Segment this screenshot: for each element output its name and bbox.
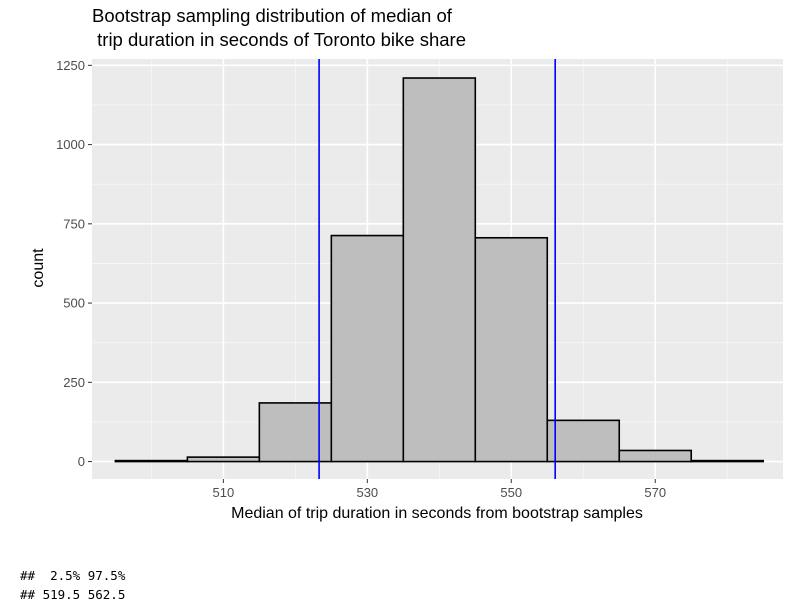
histogram-bar-7 [546,419,621,463]
x-tick-label: 510 [213,485,235,500]
y-tick-label: 1250 [56,58,85,73]
y-axis-title: count [30,248,47,288]
x-tick-label: 530 [356,485,378,500]
x-tick-label: 550 [500,485,522,500]
chart-title-line-1: Bootstrap sampling distribution of media… [92,5,453,26]
x-tick-label: 570 [644,485,666,500]
histogram-bar-4 [330,234,405,463]
histogram-bar-9 [690,459,765,463]
chart-title-line-2: trip duration in seconds of Toronto bike… [92,29,466,50]
histogram-bar-2 [186,456,261,463]
x-axis-title: Median of trip duration in seconds from … [231,505,643,522]
y-tick-label: 1000 [56,137,85,152]
x-axis: 510 530 550 570 [213,479,666,500]
y-tick-label: 0 [78,454,85,469]
console-output: ## 2.5% 97.5% ## 519.5 562.5 [20,566,125,604]
histogram-bar-8 [618,449,693,463]
histogram-bar-3 [258,402,333,463]
y-tick-label: 500 [63,296,85,311]
confidence-interval-lines [318,59,556,479]
y-tick-label: 250 [63,375,85,390]
histogram-bar-5 [402,77,477,463]
console-line-values: ## 519.5 562.5 [20,587,126,602]
histogram-chart: Bootstrap sampling distribution of media… [30,5,783,522]
y-tick-label: 750 [63,216,85,231]
y-axis: 0 250 500 750 1000 1250 [56,58,92,469]
histogram-bar-1 [114,459,189,463]
histogram-bar-6 [474,236,549,463]
console-line-header: ## 2.5% 97.5% [20,568,126,583]
